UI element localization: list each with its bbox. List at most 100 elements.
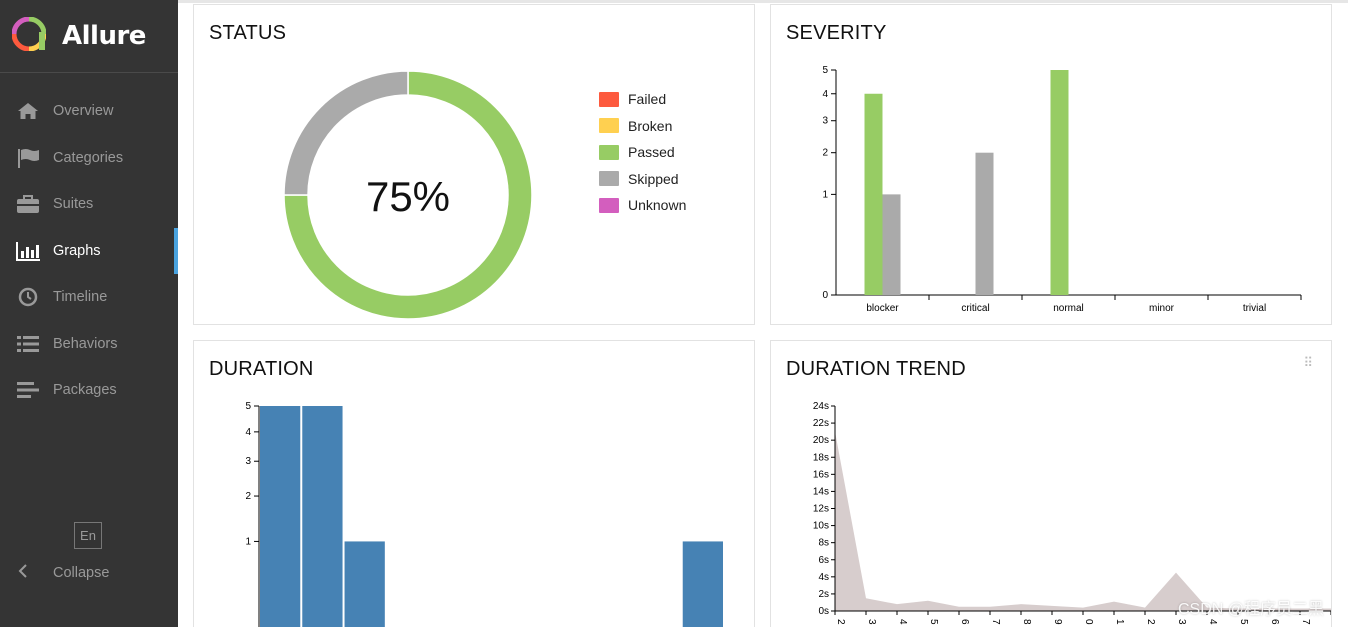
duration-bar-10 [682,541,723,627]
legend-label: Unknown [628,197,687,214]
duration-bar-1 [302,406,343,627]
y-tick-label: 0s [818,606,829,617]
sidebar-item-behaviors[interactable]: Behaviors [0,321,178,368]
list-icon [16,334,40,354]
x-tick-label: 4 [1207,619,1218,625]
chevron-left-icon [18,564,35,582]
legend-item-broken[interactable]: Broken [599,113,686,140]
y-tick-label: 1 [822,189,828,200]
y-tick-label: 18s [813,452,829,463]
sidebar-item-packages[interactable]: Packages [0,367,178,414]
y-tick-label: 4s [818,572,829,583]
sidebar-item-label: Timeline [53,289,108,306]
x-tick-label: minor [1149,303,1175,314]
status-percent-label: 75% [366,173,450,220]
x-tick-label: 2 [1145,619,1156,625]
duration-widget: DURATION 1 2 3 4 5 [193,340,755,627]
x-tick-label: 3 [1176,619,1187,625]
status-widget: STATUS 75% Failed Broken Passed Skipped [193,4,755,325]
x-tick-label: 7 [1300,619,1311,625]
language-button[interactable]: En [74,522,102,549]
unknown-swatch [599,197,619,213]
drag-handle-icon[interactable]: ⠿ [1303,355,1313,370]
y-tick-label: 6s [818,555,829,566]
legend-label: Broken [628,117,673,134]
sidebar-menu: Overview Categories Suites Graphs Timeli… [0,88,178,414]
x-tick-label: 9 [1052,619,1063,625]
sidebar-item-overview[interactable]: Overview [0,88,178,135]
y-tick-label: 10s [813,521,829,532]
x-tick-label: 5 [1238,619,1249,625]
sidebar-item-categories[interactable]: Categories [0,135,178,182]
y-tick-label: 2 [822,148,828,159]
severity-bar-normal-passed [1050,70,1069,295]
x-tick-label: 6 [1269,619,1280,625]
legend-item-skipped[interactable]: Skipped [599,166,686,193]
severity-bar-blocker-passed [864,93,883,296]
duration-bar-2 [344,541,385,627]
y-tick-label: 22s [813,418,829,429]
sidebar-item-label: Packages [53,382,117,399]
sidebar-item-label: Graphs [53,242,101,259]
x-tick-label: 2 [835,619,846,625]
x-tick-label: 5 [928,619,939,625]
y-tick-label: 4 [822,89,828,100]
home-icon [16,101,40,121]
sidebar-item-label: Suites [53,196,94,213]
sidebar-item-label: Behaviors [53,335,118,352]
legend-item-passed[interactable]: Passed [599,139,686,166]
status-slice-skipped [283,70,409,196]
y-tick-label: 24s [813,401,829,412]
bar-chart-icon [16,241,40,261]
x-tick-label: critical [961,303,989,314]
collapse-button[interactable]: Collapse [18,562,109,584]
severity-widget: SEVERITY 0 1 2 3 4 5 blocker critical normal mino… [770,4,1332,325]
duration-bar-0 [260,406,301,627]
y-tick-label: 5 [822,65,828,76]
failed-swatch [599,91,619,107]
legend-item-failed[interactable]: Failed [599,86,686,113]
legend-label: Skipped [628,170,679,187]
x-tick-label: 3 [866,619,877,625]
sidebar-item-timeline[interactable]: Timeline [0,274,178,321]
y-tick-label: 0 [822,290,828,301]
severity-bar-chart: 0 1 2 3 4 5 blocker critical normal minor trivial [822,65,1302,314]
y-tick-label: 20s [813,435,829,446]
status-slice-passed [283,70,533,320]
passed-swatch [599,144,619,160]
align-left-icon [16,380,40,400]
y-tick-label: 4 [245,427,251,438]
sidebar-item-graphs[interactable]: Graphs [0,227,178,275]
x-tick-label: 0 [1083,619,1094,625]
allure-logo-icon [11,16,47,56]
severity-bar-blocker-skipped [882,194,901,295]
sidebar-item-suites[interactable]: Suites [0,181,178,228]
watermark: CSDN @程序员二黑 [1177,601,1324,618]
y-tick-label: 12s [813,504,829,515]
duration-trend-widget: DURATION TREND ⠿ 0s 2s 4s 6s 8s 10s 12s 14s 16s 1… [770,340,1332,627]
duration-trend-chart: 0s 2s 4s 6s 8s 10s 12s 14s 16s 18s 20s 22s 24s 2 3 4 5 6 7… [813,401,1331,625]
main-content: STATUS 75% Failed Broken Passed Skipped [178,0,1348,627]
status-donut-chart: 75% [283,70,533,320]
x-tick-label: 8 [1021,619,1032,625]
collapse-label: Collapse [53,565,110,581]
y-tick-label: 2 [245,491,251,502]
x-tick-label: 4 [897,619,908,625]
brand[interactable]: Allure [0,0,178,73]
y-tick-label: 3 [245,456,251,467]
y-tick-label: 2s [818,589,829,600]
x-tick-label: normal [1053,303,1084,314]
sidebar-item-label: Overview [53,103,114,120]
x-tick-label: 7 [990,619,1001,625]
widget-title: STATUS [209,22,287,44]
sidebar-item-label: Categories [53,149,124,166]
legend-item-unknown[interactable]: Unknown [599,192,686,219]
top-divider [178,0,1348,3]
y-tick-label: 14s [813,486,829,497]
widget-title: SEVERITY [786,22,887,44]
y-tick-label: 1 [245,536,251,547]
duration-trend-area [835,431,1331,611]
clock-icon [16,287,40,307]
severity-bar-critical-skipped [975,152,994,295]
y-tick-label: 3 [822,116,828,127]
